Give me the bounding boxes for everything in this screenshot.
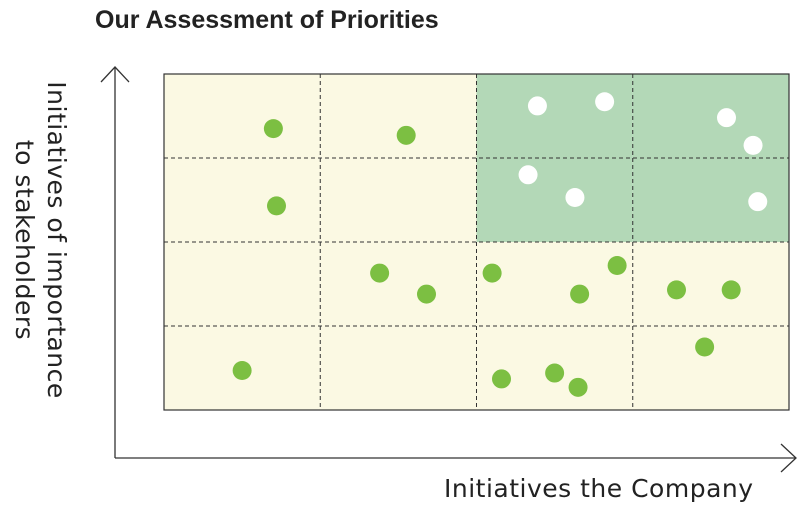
grid-cell — [320, 158, 477, 242]
data-point-green — [667, 280, 686, 300]
highlight-cell — [476, 74, 633, 158]
data-point-white — [527, 96, 547, 116]
data-points — [232, 92, 804, 397]
y-axis-label-line-1: Initiatives of importance — [42, 81, 71, 399]
grid-cell — [164, 74, 321, 158]
plot-border — [163, 73, 790, 411]
grid-cell — [476, 242, 633, 326]
x-axis-label: Initiatives the Company — [444, 474, 754, 503]
data-point-white — [748, 192, 768, 212]
data-point-white — [717, 108, 736, 128]
data-point-green — [263, 119, 283, 139]
data-point-green — [607, 256, 627, 276]
grid-cell — [320, 242, 477, 326]
data-point-green — [482, 263, 502, 283]
data-point-green — [568, 377, 588, 397]
data-point-white — [565, 187, 585, 207]
axes — [100, 66, 797, 473]
gridlines — [164, 74, 789, 410]
data-point-white — [595, 92, 615, 112]
grid-cell — [164, 158, 321, 242]
highlight-cell — [632, 74, 789, 158]
grid-cell — [320, 326, 477, 410]
grid-cell — [632, 326, 789, 410]
data-point-white — [518, 165, 538, 185]
data-point-green — [492, 369, 511, 389]
grid-cell — [632, 242, 789, 326]
data-point-white — [743, 135, 763, 155]
data-point-green — [370, 263, 390, 283]
highlight-cell — [476, 158, 633, 242]
grid-cell — [320, 74, 477, 158]
y-axis-label-line-2: to stakeholders — [10, 139, 39, 341]
grid-cell — [164, 242, 321, 326]
data-point-green — [695, 337, 715, 357]
data-point-green — [267, 196, 286, 216]
grid-cells — [164, 74, 789, 410]
data-point-green — [232, 361, 252, 381]
data-point-green — [417, 284, 436, 304]
x-axis-arrow — [780, 443, 797, 473]
data-point-green — [721, 280, 741, 300]
data-point-green — [396, 125, 416, 145]
data-point-green — [570, 284, 590, 304]
chart-title: Our Assessment of Priorities — [95, 6, 439, 34]
data-point-green — [545, 363, 565, 383]
y-axis-arrow — [100, 66, 130, 83]
